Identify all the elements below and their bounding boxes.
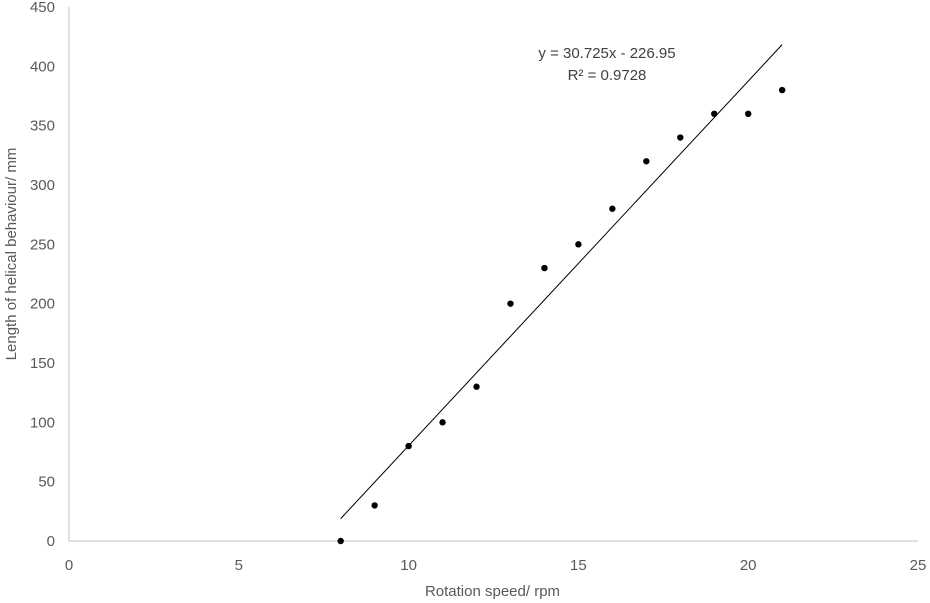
y-tick-label: 50 [38, 474, 55, 491]
x-tick-label: 25 [910, 557, 927, 574]
x-tick-label: 0 [65, 557, 73, 574]
y-tick-label: 0 [47, 533, 55, 550]
data-point [609, 205, 616, 212]
x-tick-label: 20 [740, 557, 757, 574]
data-point [337, 537, 344, 545]
data-point [371, 502, 378, 509]
x-tick-label: 10 [400, 557, 417, 574]
y-tick-label: 300 [30, 177, 55, 194]
data-point [439, 419, 446, 426]
y-axis-title: Length of helical behaviour/ mm [3, 148, 20, 361]
data-point [405, 442, 412, 450]
data-point [745, 110, 752, 118]
y-tick-label: 400 [30, 58, 55, 75]
data-point [507, 300, 514, 307]
data-point [711, 110, 718, 118]
x-tick-label: 5 [235, 557, 243, 574]
tick-labels: 0 50 100 150 200 250 300 350 400 450 0 5 10 15 20 25 [30, 0, 926, 574]
axes-layer [68, 7, 918, 542]
x-axis-title: Rotation speed/ rpm [425, 583, 560, 600]
data-point [643, 158, 650, 165]
trendline-equation: y = 30.725x - 226.95 [538, 45, 675, 62]
y-tick-label: 450 [30, 0, 55, 16]
trendline-layer [340, 44, 783, 519]
y-tick-label: 150 [30, 355, 55, 372]
data-point [541, 264, 548, 272]
data-points [337, 86, 786, 545]
data-point [677, 134, 684, 141]
labels-layer: y = 30.725x - 226.95 R² = 0.9728 Rotatio… [3, 45, 676, 600]
x-tick-label: 15 [570, 557, 587, 574]
y-tick-label: 100 [30, 414, 55, 431]
y-tick-label: 200 [30, 296, 55, 313]
trendline-r-squared: R² = 0.9728 [568, 67, 647, 84]
y-tick-label: 350 [30, 118, 55, 135]
data-point [575, 241, 582, 248]
y-tick-label: 250 [30, 236, 55, 253]
data-point [778, 86, 786, 94]
data-point [473, 383, 480, 390]
trendline [340, 44, 783, 519]
